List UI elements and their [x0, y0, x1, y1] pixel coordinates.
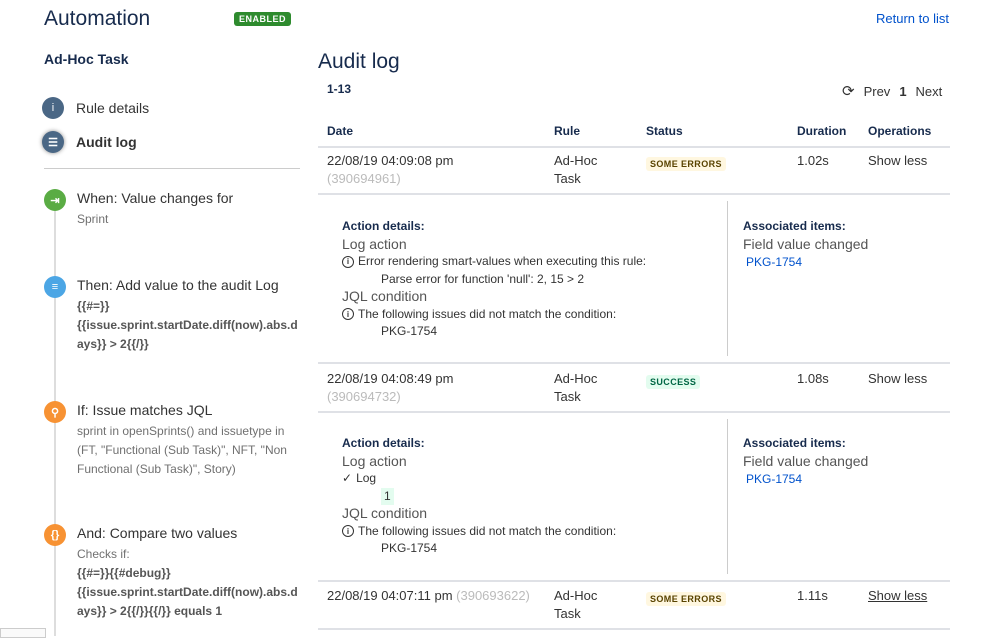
- divider: [44, 168, 300, 169]
- col-status: Status: [646, 124, 683, 138]
- action-details: Action details: Log action ✓ Log 1 JQL co…: [342, 436, 617, 555]
- step-jql-condition[interactable]: ⚲ If: Issue matches JQL sprint in openSp…: [44, 401, 304, 479]
- divider: [318, 628, 950, 630]
- associated-items: Associated items: Field value changed PK…: [743, 436, 869, 486]
- step-detail: Sprint: [77, 212, 109, 226]
- show-less-link[interactable]: Show less: [868, 371, 928, 386]
- info-icon: i: [42, 97, 64, 119]
- issue-link[interactable]: PKG-1754: [746, 255, 803, 269]
- table-row-rule: Ad-Hoc Task: [554, 153, 598, 186]
- status-badge: SOME ERRORS: [646, 592, 726, 606]
- result-range: 1-13: [327, 82, 352, 96]
- step-detail: {{#=}}{{#debug}} {{issue.sprint.startDat…: [77, 566, 298, 618]
- nav-rule-details[interactable]: i Rule details: [42, 97, 149, 119]
- step-trigger[interactable]: ⇥ When: Value changes for Sprint: [44, 189, 304, 229]
- current-page: 1: [899, 83, 907, 99]
- show-less-link[interactable]: Show less: [868, 153, 928, 168]
- table-row-duration: 1.08s: [797, 371, 829, 386]
- step-heading: Then: Add value to the audit Log: [77, 277, 279, 293]
- col-date: Date: [327, 124, 354, 138]
- divider: [318, 193, 950, 195]
- step-heading: When: Value changes for: [77, 190, 234, 206]
- step-heading: If: Issue matches JQL: [77, 402, 213, 418]
- step-detail-prefix: Checks if:: [77, 547, 130, 561]
- divider: [318, 580, 950, 582]
- page-title: Automation: [44, 7, 151, 30]
- col-operations: Operations: [868, 124, 932, 138]
- pagination: ⟳ Prev 1 Next: [842, 82, 942, 100]
- refresh-icon[interactable]: ⟳: [842, 83, 855, 100]
- table-row-duration: 1.11s: [797, 588, 828, 603]
- status-badge: SUCCESS: [646, 375, 701, 389]
- step-detail: sprint in openSprints() and issuetype in…: [77, 424, 287, 476]
- table-row-duration: 1.02s: [797, 153, 829, 168]
- show-less-link[interactable]: Show less: [868, 588, 928, 603]
- search-icon: ⚲: [44, 401, 66, 423]
- step-heading: And: Compare two values: [77, 525, 238, 541]
- return-to-list-link[interactable]: Return to list: [876, 11, 949, 26]
- trigger-icon: ⇥: [44, 189, 66, 211]
- rule-name: Ad-Hoc Task: [44, 51, 129, 67]
- table-row-rule: Ad-Hoc Task: [554, 588, 598, 621]
- check-icon: ✓: [342, 471, 353, 485]
- divider: [727, 419, 728, 574]
- table-row-date: 22/08/19 04:07:11 pm (390693622): [327, 588, 530, 603]
- action-details: Action details: Log action i Error render…: [342, 219, 647, 338]
- step-compare[interactable]: {} And: Compare two values Checks if: {{…: [44, 524, 304, 621]
- prev-button[interactable]: Prev: [863, 83, 891, 99]
- log-icon: ≡: [44, 276, 66, 298]
- nav-label: Rule details: [76, 100, 150, 116]
- divider: [727, 201, 728, 356]
- nav-label: Audit log: [76, 134, 137, 150]
- step-log-action[interactable]: ≡ Then: Add value to the audit Log {{#=}…: [44, 276, 304, 354]
- table-row-date: 22/08/19 04:09:08 pm (390694961): [327, 153, 454, 186]
- status-badge: SOME ERRORS: [646, 157, 726, 171]
- col-duration: Duration: [797, 124, 847, 138]
- next-button[interactable]: Next: [915, 83, 943, 99]
- issue-link[interactable]: PKG-1754: [746, 472, 803, 486]
- list-icon: ☰: [42, 131, 64, 153]
- table-row-date: 22/08/19 04:08:49 pm (390694732): [327, 371, 454, 404]
- divider: [318, 146, 950, 148]
- tooltip-fragment: [0, 628, 46, 638]
- associated-items: Associated items: Field value changed PK…: [743, 219, 869, 269]
- step-detail: {{#=}} {{issue.sprint.startDate.diff(now…: [77, 299, 298, 351]
- info-icon: i: [342, 525, 354, 538]
- info-icon: i: [342, 308, 354, 321]
- braces-icon: {}: [44, 524, 66, 546]
- col-rule: Rule: [554, 124, 581, 138]
- enabled-badge: ENABLED: [234, 12, 292, 26]
- nav-audit-log[interactable]: ☰ Audit log: [42, 131, 137, 153]
- divider: [318, 362, 950, 364]
- divider: [318, 411, 950, 413]
- audit-log-title: Audit log: [318, 50, 400, 73]
- table-row-rule: Ad-Hoc Task: [554, 371, 598, 404]
- info-icon: i: [342, 255, 354, 268]
